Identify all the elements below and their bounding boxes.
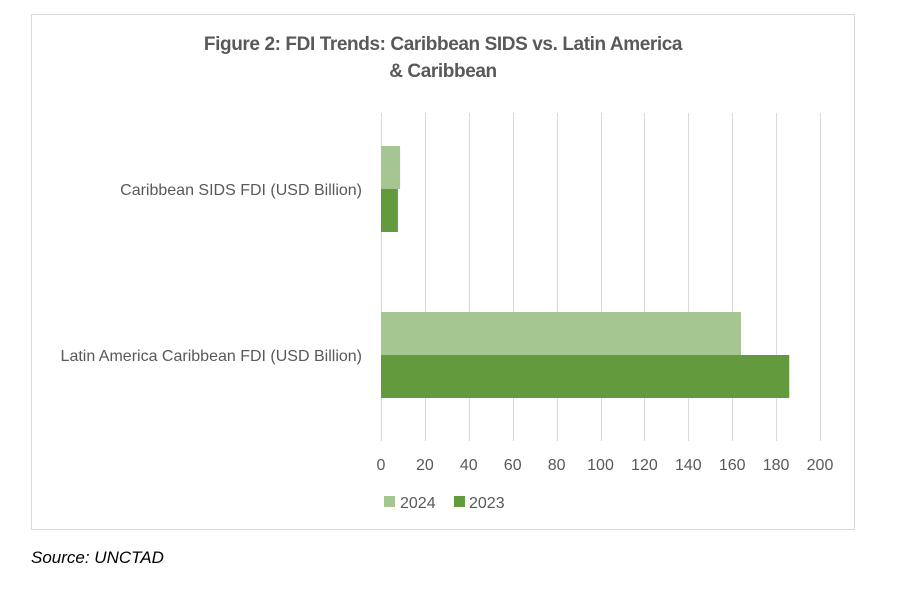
x-tick-label: 100 xyxy=(587,457,614,474)
bar-2023 xyxy=(381,189,398,232)
x-tick-label: 180 xyxy=(763,457,790,474)
x-tick-label: 120 xyxy=(631,457,658,474)
legend: 2024 2023 xyxy=(384,495,505,512)
x-tick-label: 40 xyxy=(460,457,478,474)
x-tick-labels: 0 20 40 60 80 100 120 140 160 180 200 xyxy=(377,457,834,474)
category-label: Latin America Caribbean FDI (USD Billion… xyxy=(61,348,362,365)
legend-label-2024: 2024 xyxy=(400,495,436,512)
category-label: Caribbean SIDS FDI (USD Billion) xyxy=(120,182,362,199)
x-tick-label: 160 xyxy=(719,457,746,474)
legend-swatch-2024 xyxy=(384,496,395,507)
category-labels: Caribbean SIDS FDI (USD Billion) Latin Am… xyxy=(61,182,362,365)
x-tick-label: 140 xyxy=(675,457,702,474)
chart-title-line-1: Figure 2: FDI Trends: Caribbean SIDS vs.… xyxy=(203,34,683,55)
chart-title: Figure 2: FDI Trends: Caribbean SIDS vs.… xyxy=(32,31,854,85)
chart-title-line-2: & Caribbean xyxy=(389,61,497,82)
bar-2024 xyxy=(381,146,401,189)
x-tick-label: 20 xyxy=(416,457,434,474)
chart-area: Figure 2: FDI Trends: Caribbean SIDS vs.… xyxy=(31,14,855,530)
chart-plot: Caribbean SIDS FDI (USD Billion) Latin Am… xyxy=(61,113,834,512)
x-tick-label: 60 xyxy=(504,457,522,474)
source-note: Source: UNCTAD xyxy=(31,548,164,567)
legend-label-2023: 2023 xyxy=(469,495,505,512)
bar-2024 xyxy=(381,312,741,355)
x-tick-label: 0 xyxy=(377,457,386,474)
bars xyxy=(381,146,790,398)
bar-2023 xyxy=(381,355,790,398)
legend-swatch-2023 xyxy=(454,496,465,507)
x-tick-label: 200 xyxy=(807,457,834,474)
x-tick-label: 80 xyxy=(548,457,566,474)
